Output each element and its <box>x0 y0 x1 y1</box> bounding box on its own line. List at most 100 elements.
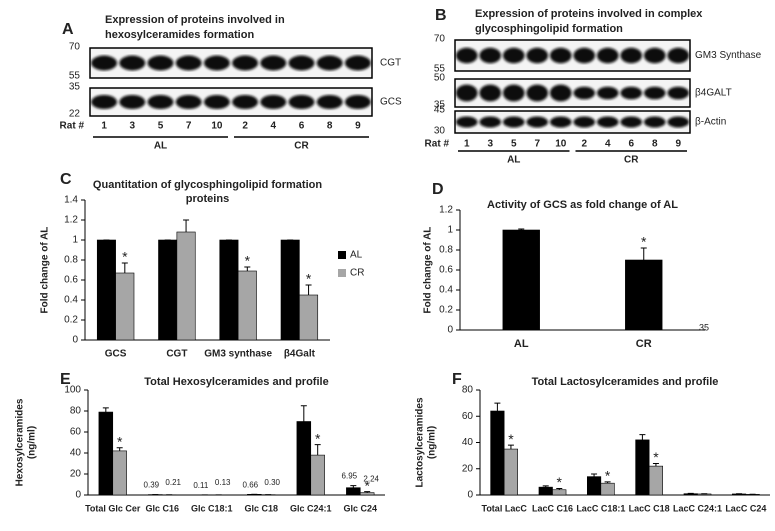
x-tick-label: Glc C18:1 <box>191 503 233 513</box>
error-bar <box>244 266 251 271</box>
blot-band <box>620 47 643 64</box>
blot-band <box>526 116 549 128</box>
lane-number: 7 <box>534 139 540 150</box>
group-label: CR <box>294 141 309 152</box>
group-label: AL <box>507 155 520 166</box>
panel-letter: A <box>62 21 74 38</box>
y-tick-label: 0 <box>72 335 78 346</box>
mw-marker: 45 <box>434 105 446 116</box>
bar <box>219 239 239 341</box>
y-tick-label: 1.2 <box>439 205 453 216</box>
error-bar <box>652 463 659 467</box>
y-tick-label: 20 <box>462 463 474 474</box>
lane-number: 2 <box>242 121 248 132</box>
chart-title: Total Hexosylceramides and profile <box>144 376 328 388</box>
significance: * <box>557 474 563 490</box>
legend-label: CR <box>350 268 364 279</box>
significance: * <box>117 433 123 449</box>
mw-marker: 70 <box>434 34 446 45</box>
bar <box>96 239 116 341</box>
blot-band <box>667 86 690 100</box>
x-tick-label: Glc C24:1 <box>290 503 332 513</box>
y-tick-label: 40 <box>462 437 474 448</box>
blot-band <box>175 95 202 109</box>
y-tick-label: 40 <box>70 448 82 459</box>
blot-band <box>91 55 118 71</box>
blot-band <box>344 95 371 109</box>
bar <box>296 421 312 496</box>
y-tick-label: 0.2 <box>64 315 78 326</box>
blot-band <box>288 55 315 71</box>
value-label: 0.39 <box>144 481 160 490</box>
y-tick-label: 80 <box>70 406 82 417</box>
y-tick-label: 0.2 <box>439 305 453 316</box>
panel-letter: C <box>60 171 72 188</box>
error-bar <box>518 228 525 230</box>
y-tick-label: 100 <box>64 385 81 396</box>
bar <box>586 476 602 496</box>
error-bar <box>556 487 563 490</box>
y-tick-label: 0 <box>447 325 453 336</box>
chart-title: proteins <box>186 193 229 205</box>
error-bar <box>364 491 371 493</box>
mw-marker: 22 <box>69 109 81 120</box>
blot-band <box>502 116 525 128</box>
bar <box>299 294 319 341</box>
error-bar <box>542 485 549 488</box>
bar <box>635 439 650 496</box>
x-tick-label: LacC C18:1 <box>576 503 625 513</box>
blot-band <box>596 47 619 64</box>
significance: * <box>508 431 514 447</box>
value-label: 0.66 <box>243 480 259 489</box>
blot-band <box>232 55 259 71</box>
blot-band <box>643 86 666 100</box>
blot-band <box>175 55 202 71</box>
y-tick-label: 0.4 <box>64 295 78 306</box>
blot-band <box>526 84 549 102</box>
significance: * <box>641 234 647 250</box>
lane-number: 9 <box>675 139 681 150</box>
mw-marker: 70 <box>69 42 81 53</box>
error-bar <box>507 444 514 450</box>
x-tick-label: GCS <box>105 349 127 360</box>
error-bar <box>121 262 128 273</box>
significance: * <box>315 430 321 446</box>
lane-number: 5 <box>511 139 517 150</box>
mw-marker: 55 <box>434 64 446 75</box>
bar <box>502 229 540 331</box>
value-label: 0.21 <box>165 478 181 487</box>
blot-band <box>643 47 666 64</box>
x-tick-label: AL <box>514 338 529 350</box>
error-bar <box>183 219 190 232</box>
bar <box>112 450 127 496</box>
y-axis-label: (ng/ml) <box>427 426 438 459</box>
blot-band <box>455 47 478 64</box>
bar <box>310 454 325 496</box>
blot-band <box>119 95 146 109</box>
blot-band <box>316 55 343 71</box>
panel-letter: B <box>435 7 447 24</box>
row-label: CGT <box>380 58 401 69</box>
y-tick-label: 0.6 <box>64 275 78 286</box>
significance: * <box>122 249 128 265</box>
x-tick-label: Total Glc Cer <box>85 503 141 513</box>
y-tick-label: 1.4 <box>64 195 78 206</box>
blot-band <box>573 116 596 128</box>
x-tick-label: LacC C18 <box>629 503 670 513</box>
significance: * <box>605 468 611 484</box>
lane-number: 3 <box>487 139 493 150</box>
mw-marker: 35 <box>434 100 446 111</box>
error-bar <box>116 447 123 451</box>
x-tick-label: CGT <box>166 349 187 360</box>
x-tick-label: LacC C24 <box>725 503 766 513</box>
mw-marker: 50 <box>434 73 446 84</box>
value-label: 0.11 <box>193 481 209 490</box>
legend-swatch <box>338 251 346 259</box>
group-label: AL <box>154 141 167 152</box>
panel-letter: E <box>60 371 71 388</box>
significance: * <box>245 253 251 269</box>
x-tick-label: β4Galt <box>284 349 316 360</box>
x-tick-label: LacC C16 <box>532 503 573 513</box>
value-label: 2.24 <box>363 475 379 484</box>
